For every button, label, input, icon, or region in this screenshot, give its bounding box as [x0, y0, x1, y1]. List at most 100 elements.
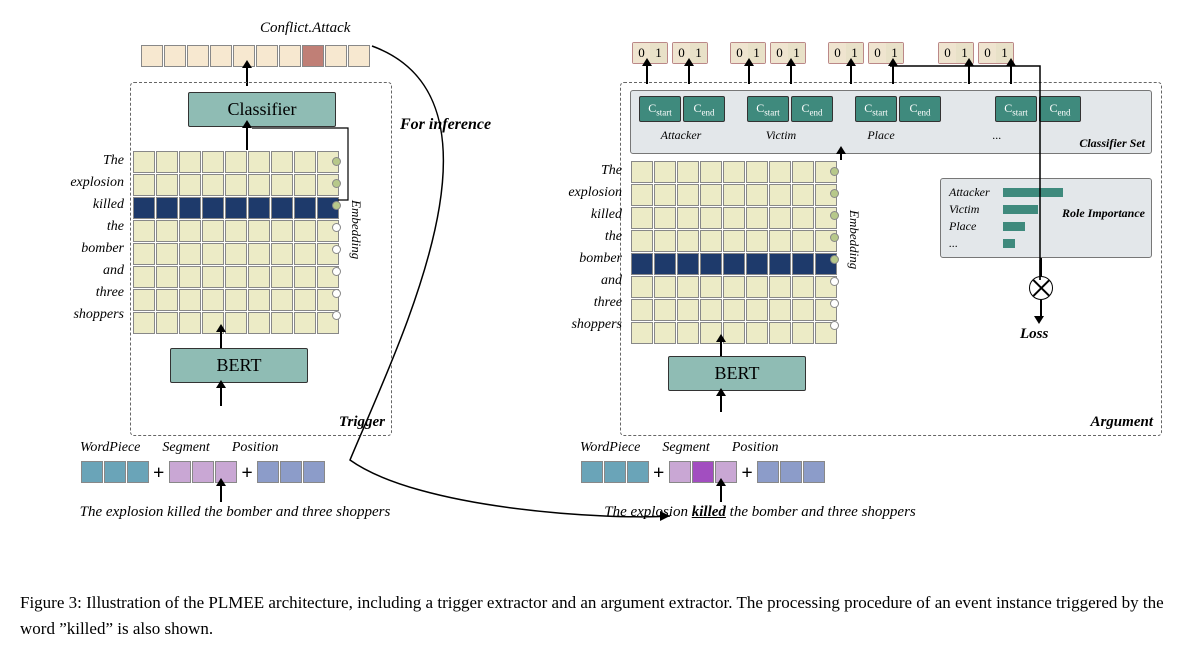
c-end-block: Cend: [683, 96, 725, 122]
grid-cell: [156, 266, 178, 288]
grid-cell: [631, 161, 653, 183]
trigger-embedding-grid: [132, 150, 339, 334]
grid-cell: [700, 253, 722, 275]
grid-cell: [248, 220, 270, 242]
row-marker-icon: [830, 277, 839, 286]
c-end-block: Cend: [791, 96, 833, 122]
grid-cell: [179, 266, 201, 288]
row-marker-icon: [332, 267, 341, 276]
input-cell: [669, 461, 691, 483]
input-cell: [627, 461, 649, 483]
grid-cell: [792, 207, 814, 229]
grid-cell: [133, 220, 155, 242]
grid-cell: [225, 289, 247, 311]
token-label: and: [38, 260, 124, 282]
output-cell: [256, 45, 278, 67]
grid-cell: [746, 230, 768, 252]
token-label: bomber: [536, 248, 622, 270]
grid-cell: [133, 312, 155, 334]
wordpiece-label: WordPiece: [580, 440, 640, 456]
grid-cell: [179, 243, 201, 265]
argument-embedding-grid: [630, 160, 837, 344]
grid-cell: [202, 266, 224, 288]
arrow-icon: [220, 388, 222, 406]
role-label: Attacker: [638, 128, 724, 143]
grid-cell: [723, 207, 745, 229]
row-marker-icon: [830, 189, 839, 198]
bert-module: BERT: [668, 356, 806, 391]
c-start-block: Cstart: [747, 96, 789, 122]
grid-cell: [248, 197, 270, 219]
grid-cell: [792, 230, 814, 252]
input-cell: [803, 461, 825, 483]
grid-cell: [746, 299, 768, 321]
argument-input-row: ++: [580, 460, 826, 489]
token-label: explosion: [38, 172, 124, 194]
grid-cell: [133, 289, 155, 311]
grid-cell: [294, 174, 316, 196]
grid-cell: [769, 207, 791, 229]
grid-cell: [723, 299, 745, 321]
grid-cell: [769, 253, 791, 275]
grid-cell: [792, 184, 814, 206]
argument-input-labels: WordPiece Segment Position: [580, 440, 779, 456]
grid-cell: [631, 299, 653, 321]
grid-cell: [294, 197, 316, 219]
grid-cell: [631, 276, 653, 298]
grid-cell: [225, 243, 247, 265]
grid-cell: [700, 276, 722, 298]
token-label: the: [536, 226, 622, 248]
grid-cell: [179, 289, 201, 311]
arrow-icon: [790, 66, 792, 84]
row-marker-icon: [830, 299, 839, 308]
token-label: the: [38, 216, 124, 238]
grid-cell: [631, 230, 653, 252]
grid-cell: [225, 312, 247, 334]
grid-cell: [654, 253, 676, 275]
grid-cell: [133, 197, 155, 219]
arrow-icon: [720, 486, 722, 502]
grid-cell: [654, 299, 676, 321]
row-marker-icon: [830, 211, 839, 220]
grid-cell: [156, 174, 178, 196]
input-cell: [604, 461, 626, 483]
trigger-top-label: Conflict.Attack: [260, 20, 350, 37]
argument-sentence: The explosion killed the bomber and thre…: [550, 504, 970, 521]
bracket-connector: [332, 128, 362, 208]
input-cell: [692, 461, 714, 483]
otimes-icon: [1029, 276, 1053, 300]
output-cell: [187, 45, 209, 67]
trigger-output-row: [140, 44, 370, 72]
embedding-label: Embedding: [846, 210, 862, 269]
output-cell: [302, 45, 324, 67]
grid-cell: [271, 174, 293, 196]
arrow-icon: [748, 66, 750, 84]
grid-cell: [769, 161, 791, 183]
grid-cell: [271, 151, 293, 173]
grid-cell: [792, 276, 814, 298]
wordpiece-label: WordPiece: [80, 440, 140, 456]
segment-label: Segment: [162, 440, 209, 456]
grid-cell: [202, 289, 224, 311]
row-marker-icon: [830, 233, 839, 242]
grid-cell: [746, 184, 768, 206]
output-cell: [325, 45, 347, 67]
binary-pair: 01: [868, 42, 904, 64]
arrow-icon: [968, 66, 970, 84]
trigger-token-labels: Theexplosionkilledthebomberandthreeshopp…: [38, 150, 124, 326]
row-marker-icon: [830, 321, 839, 330]
grid-cell: [294, 220, 316, 242]
grid-cell: [294, 151, 316, 173]
grid-cell: [769, 299, 791, 321]
grid-cell: [225, 174, 247, 196]
output-cell: [210, 45, 232, 67]
grid-cell: [792, 253, 814, 275]
row-marker-icon: [830, 167, 839, 176]
grid-cell: [746, 207, 768, 229]
token-label: and: [536, 270, 622, 292]
grid-cell: [248, 174, 270, 196]
grid-cell: [179, 312, 201, 334]
position-label: Position: [232, 440, 279, 456]
grid-cell: [654, 184, 676, 206]
input-cell: [303, 461, 325, 483]
